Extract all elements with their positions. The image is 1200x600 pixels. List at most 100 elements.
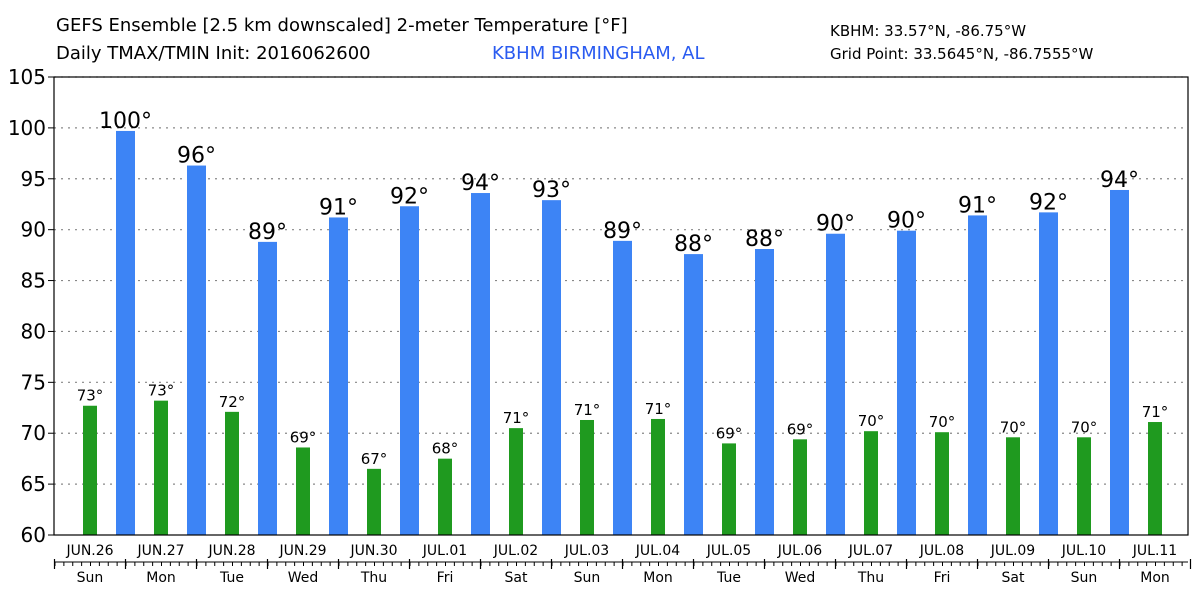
y-tick-label: 80 — [21, 319, 46, 343]
tmax-bar — [187, 165, 206, 535]
x-date-label: JUL.05 — [706, 543, 751, 559]
x-day-label: Fri — [934, 570, 951, 586]
tmin-label: 71° — [1142, 403, 1169, 421]
tmax-bar — [968, 215, 987, 535]
y-tick-label: 85 — [21, 269, 46, 293]
x-date-label: JUN.28 — [207, 543, 255, 559]
y-tick-label: 100 — [8, 116, 46, 140]
tmax-label: 90° — [887, 209, 926, 234]
tmax-label: 88° — [745, 227, 784, 252]
tmax-bar — [1110, 189, 1129, 535]
chart-title: GEFS Ensemble [2.5 km downscaled] 2-mete… — [56, 15, 628, 36]
x-day-label: Sat — [1002, 570, 1025, 586]
x-date-label: JUL.09 — [990, 543, 1035, 559]
x-day-label: Tue — [219, 570, 244, 586]
tmin-bar — [83, 405, 97, 535]
tmax-bar — [755, 249, 774, 535]
tmax-bar — [471, 193, 490, 535]
y-tick-label: 70 — [21, 421, 46, 445]
y-tick-label: 60 — [21, 523, 46, 547]
x-date-label: JUL.08 — [919, 543, 964, 559]
tmin-bar — [651, 418, 665, 535]
tmax-bar — [1039, 212, 1058, 535]
x-date-label: JUL.01 — [422, 543, 467, 559]
tmin-label: 70° — [1071, 418, 1098, 436]
tmin-label: 71° — [645, 400, 672, 418]
tmax-label: 92° — [390, 184, 429, 209]
tmax-bar — [542, 200, 561, 535]
tmin-bar — [1077, 437, 1091, 535]
tmax-label: 91° — [958, 193, 997, 218]
tmin-bar — [722, 443, 736, 535]
tmax-label: 89° — [248, 220, 287, 245]
y-tick-label: 95 — [21, 167, 46, 191]
tmin-label: 69° — [787, 420, 814, 438]
tmin-bar — [225, 411, 239, 535]
tmin-bar — [154, 400, 168, 535]
tmin-label: 73° — [77, 387, 104, 405]
x-day-label: Sat — [505, 570, 528, 586]
x-date-label: JUL.03 — [564, 543, 609, 559]
tmax-bar — [116, 130, 135, 536]
tmax-label: 90° — [816, 212, 855, 237]
x-day-label: Sun — [574, 570, 601, 586]
x-date-label: JUL.11 — [1132, 543, 1177, 559]
tmax-label: 94° — [1100, 168, 1139, 193]
tmin-bar — [1148, 422, 1162, 535]
x-day-label: Wed — [288, 570, 319, 586]
tmax-label: 96° — [177, 144, 216, 169]
tmin-label: 68° — [432, 440, 459, 458]
tmin-bar — [1006, 437, 1020, 535]
tmax-label: 89° — [603, 219, 642, 244]
tmax-label: 94° — [461, 171, 500, 196]
tmin-label: 69° — [716, 424, 743, 442]
tmin-label: 71° — [503, 409, 530, 427]
tmax-label: 91° — [319, 195, 358, 220]
tmin-label: 71° — [574, 401, 601, 419]
tmin-bar — [509, 428, 523, 535]
tmax-bar — [684, 254, 703, 536]
x-date-label: JUN.26 — [65, 543, 113, 559]
tmin-label: 73° — [148, 382, 175, 400]
x-day-label: Wed — [785, 570, 816, 586]
x-day-label: Tue — [716, 570, 741, 586]
tmax-bar — [897, 230, 916, 535]
tmax-label: 93° — [532, 178, 571, 203]
x-date-label: JUL.07 — [848, 543, 893, 559]
tmin-label: 70° — [1000, 418, 1027, 436]
x-day-label: Mon — [146, 570, 176, 586]
y-tick-label: 65 — [21, 472, 46, 496]
plot-frame — [53, 76, 1189, 536]
station-name: KBHM BIRMINGHAM, AL — [492, 43, 705, 64]
y-tick-label: 105 — [8, 65, 46, 89]
x-day-label: Fri — [437, 570, 454, 586]
x-date-label: JUL.02 — [493, 543, 538, 559]
tmax-label: 88° — [674, 232, 713, 257]
tmax-bar — [613, 240, 632, 535]
tmax-bar — [400, 206, 419, 535]
tmin-bar — [296, 447, 310, 535]
x-day-label: Mon — [1140, 570, 1170, 586]
chart-subtitle: Daily TMAX/TMIN Init: 2016062600 — [56, 43, 371, 64]
tmin-label: 69° — [290, 428, 317, 446]
x-day-label: Mon — [643, 570, 673, 586]
x-date-label: JUL.04 — [635, 543, 681, 559]
x-day-label: Sun — [1071, 570, 1098, 586]
tmax-bar — [329, 217, 348, 535]
tmin-bar — [935, 432, 949, 535]
tmin-bar — [864, 431, 878, 535]
x-date-label: JUN.27 — [136, 543, 184, 559]
tmin-bar — [367, 468, 381, 535]
x-date-label: JUN.29 — [278, 543, 326, 559]
y-tick-label: 75 — [21, 370, 46, 394]
tmax-label: 92° — [1029, 190, 1068, 215]
tmax-bar — [826, 233, 845, 535]
x-date-label: JUL.10 — [1061, 543, 1106, 559]
x-day-label: Thu — [857, 570, 884, 586]
tmin-label: 70° — [858, 412, 885, 430]
x-day-label: Thu — [360, 570, 387, 586]
tmin-label: 70° — [929, 413, 956, 431]
tmin-bar — [580, 419, 594, 535]
tmax-bar — [258, 241, 277, 535]
